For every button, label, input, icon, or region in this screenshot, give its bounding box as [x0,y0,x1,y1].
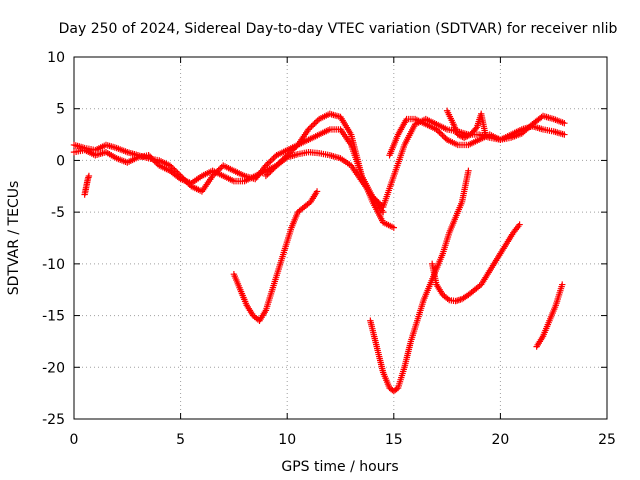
data-point [313,188,321,195]
data-point [376,200,384,208]
data-point [373,197,381,205]
data-point [369,193,376,200]
axis-ticks: 0 5 10 15 20 25 10 5 0 -5 -10 -15 -20 -25 [42,50,616,448]
data-point [149,156,157,163]
data-point [372,196,379,203]
data-point [279,156,286,163]
data-point [270,165,277,172]
data-point [437,130,445,138]
data-point [264,160,271,168]
y-tick-label: -25 [42,412,65,428]
data-point [285,150,292,157]
data-point [287,149,294,156]
series-arc-10 [533,281,566,350]
data-point [268,156,276,163]
x-tick-label: 25 [598,432,616,448]
data-point [154,160,161,168]
data-point [436,129,443,136]
data-point [434,127,442,135]
data-point [146,153,154,160]
data-point [282,153,289,160]
data-point [85,172,93,180]
data-point [175,174,183,182]
data-point [271,153,279,160]
y-tick-label: 0 [56,153,65,169]
data-point [559,281,566,288]
data-point [370,194,378,202]
series-arc-3 [81,172,93,198]
data-point [390,224,397,231]
series-arc-4 [262,110,568,211]
chart-title: Day 250 of 2024, Sidereal Day-to-day VTE… [59,21,618,37]
data-point [290,146,297,153]
plot-frame [73,56,608,420]
data-point [271,163,279,171]
data-point [268,166,276,174]
series-arc-5 [386,112,568,159]
data-point [516,221,523,228]
y-tick-label: -5 [51,205,65,221]
data-point [153,159,160,166]
x-tick-label: 5 [176,432,185,448]
data-point [274,160,282,168]
data-point [561,119,568,127]
y-tick-label: 5 [56,102,65,118]
data-points [70,107,568,395]
data-point [309,121,317,129]
data-point [561,131,568,138]
data-point [148,155,155,162]
data-point [216,165,224,172]
y-tick-label: -10 [42,257,65,273]
data-point [267,157,274,165]
data-point [439,132,446,139]
y-tick-label: -20 [42,360,65,376]
data-point [276,159,283,166]
x-tick-label: 15 [385,432,403,448]
x-tick-label: 10 [278,432,296,448]
data-point [482,131,489,138]
data-point [280,155,288,162]
series-arc-9 [428,221,523,305]
data-point [312,118,320,126]
series-arc-7 [230,188,321,324]
data-point [465,167,472,174]
data-point [273,162,280,169]
data-point [306,124,314,132]
data-point [267,168,274,175]
data-point [305,126,312,133]
data-point [277,157,285,165]
data-point [472,125,479,132]
data-point [433,126,440,133]
data-point [265,159,273,166]
x-axis-label: GPS time / hours [281,459,398,475]
data-point [440,133,448,140]
data-point [375,199,382,206]
y-tick-label: 10 [47,50,65,66]
data-point [262,172,270,180]
series-arc-8 [367,167,472,395]
series-arc-2 [70,146,387,216]
data-point [145,152,152,159]
data-point [265,169,273,177]
data-point [264,171,271,178]
data-point [291,144,299,152]
data-point [311,120,318,127]
data-point [314,117,321,124]
x-tick-label: 20 [491,432,509,448]
data-point [270,155,277,162]
data-point [288,147,295,155]
y-tick-label: -15 [42,309,65,325]
data-point [284,152,291,159]
data-point [308,123,315,130]
data-point [293,143,300,150]
x-tick-label: 0 [70,432,79,448]
data-point [442,135,449,142]
series-arc-6 [443,107,489,141]
y-axis-label: SDTVAR / TECUs [6,181,22,296]
data-point [151,157,158,165]
grid-lines [74,57,607,419]
